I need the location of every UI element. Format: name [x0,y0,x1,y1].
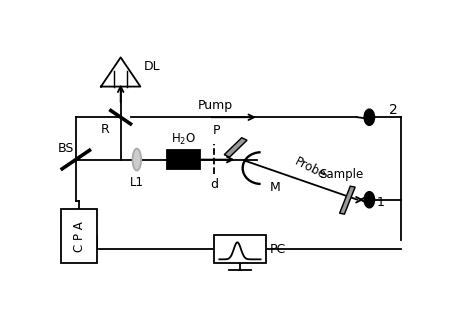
Text: H$_2$O: H$_2$O [171,131,196,147]
Text: L1: L1 [130,176,144,189]
Ellipse shape [132,149,141,171]
Text: Pump: Pump [198,99,233,112]
Text: PC: PC [269,242,286,256]
Text: BS: BS [58,142,74,155]
Polygon shape [224,138,247,157]
Text: C P A: C P A [73,221,86,252]
Text: 2: 2 [389,103,398,117]
Polygon shape [339,186,355,214]
Bar [214,235,266,263]
Ellipse shape [364,192,375,208]
Bar [167,150,200,169]
Ellipse shape [364,109,375,125]
Text: P: P [213,124,221,137]
Text: Probe: Probe [293,155,329,181]
Bar [62,210,97,263]
Text: M: M [269,181,280,194]
Text: DL: DL [144,60,161,73]
Text: R: R [100,123,109,136]
Text: Sample: Sample [319,168,363,181]
Text: d: d [210,178,218,191]
Text: 1: 1 [376,196,384,209]
